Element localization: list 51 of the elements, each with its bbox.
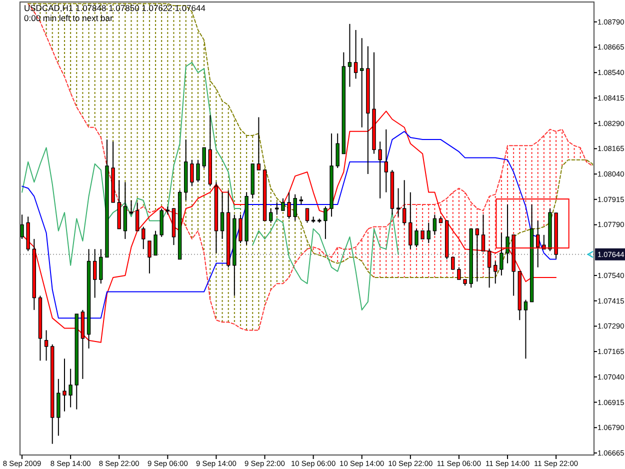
candlestick (62, 358, 66, 412)
candlestick (451, 256, 455, 270)
candlestick (196, 159, 200, 183)
candlestick (268, 208, 273, 224)
candlestick (336, 132, 340, 168)
line-series (22, 130, 557, 319)
candlestick (426, 222, 430, 244)
candlestick (93, 248, 97, 298)
candlestick (190, 159, 194, 187)
candlestick (402, 180, 406, 226)
candlestick (202, 147, 206, 168)
candlestick (220, 192, 224, 240)
candlestick (99, 248, 103, 284)
candlestick (148, 240, 152, 274)
candlestick (142, 226, 146, 250)
candlestick (324, 206, 328, 240)
candlestick (506, 204, 510, 264)
candlestick (494, 260, 498, 284)
candlestick (542, 234, 546, 250)
candlestick (475, 228, 480, 282)
candlestick (238, 214, 242, 244)
candlestick (432, 214, 437, 236)
candlestick (500, 232, 504, 276)
chart-title: USDCAD,H1 1.07848 1.07850 1.07622 1.07644 (24, 3, 206, 13)
candlestick (293, 194, 297, 222)
candlestick (354, 29, 358, 80)
candlestick (384, 128, 388, 193)
candlestick (305, 208, 310, 224)
candlestick (287, 192, 291, 220)
candlestick (20, 214, 24, 240)
candlestick (68, 368, 72, 408)
candlestick (524, 299, 528, 360)
candlestick (360, 38, 364, 128)
candlestick (487, 248, 492, 288)
candlestick (481, 214, 486, 252)
candlestick (414, 228, 418, 248)
text: 0:00 min left to next bar (24, 13, 113, 23)
candlestick (457, 266, 461, 280)
candlestick (154, 230, 158, 256)
candlestick (348, 23, 352, 88)
line-series (22, 110, 557, 343)
candlestick (378, 141, 382, 199)
candlestick (408, 192, 412, 250)
candlestick (275, 202, 279, 216)
candlestick (135, 202, 140, 232)
candlestick (129, 200, 134, 216)
candlestick (281, 198, 285, 212)
candlestick (256, 116, 261, 170)
candlestick (396, 188, 400, 218)
candlestick (536, 220, 540, 268)
candlestick (44, 330, 48, 362)
